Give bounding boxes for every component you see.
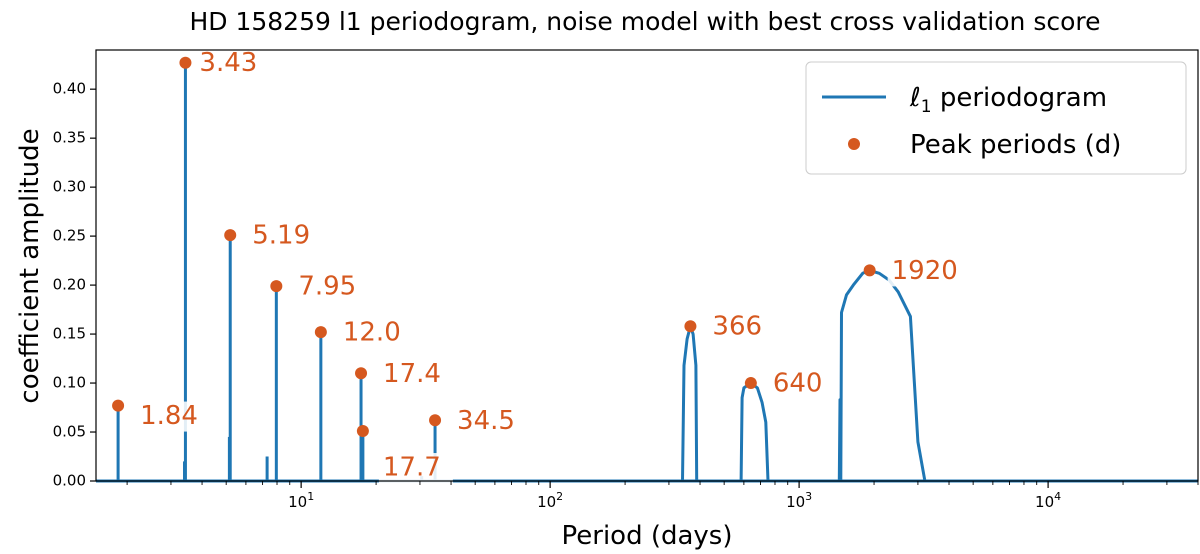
y-tick-label-2: 0.10 bbox=[53, 374, 86, 392]
peak-label-background-10 bbox=[887, 256, 962, 287]
y-tick-label-8: 0.40 bbox=[53, 80, 86, 98]
periodogram-curve-2 bbox=[837, 268, 927, 483]
peak-marker-3 bbox=[270, 280, 283, 293]
peak-label-7: 34.5 bbox=[457, 406, 515, 436]
peak-marker-7 bbox=[429, 414, 442, 427]
legend: ℓ1 periodogram Peak periods (d) bbox=[805, 61, 1187, 175]
legend-periodogram-rest: periodogram bbox=[932, 83, 1107, 113]
peak-label-8: 366 bbox=[712, 312, 762, 342]
axes-frame bbox=[95, 49, 1199, 482]
y-tick-label-3: 0.15 bbox=[53, 325, 86, 343]
legend-peak-marker bbox=[848, 138, 860, 150]
x-tick-exponent-0: 1 bbox=[307, 490, 314, 503]
y-tick-label-6: 0.30 bbox=[53, 178, 86, 196]
y-axis-label: coefficient amplitude bbox=[15, 128, 45, 403]
peak-marker-0 bbox=[112, 399, 125, 412]
x-tick-base-3: 10 bbox=[1035, 493, 1054, 511]
periodogram-curve-0 bbox=[681, 324, 699, 482]
peak-label-background-0 bbox=[136, 401, 211, 432]
peak-label-background-7 bbox=[453, 406, 528, 437]
peak-label-background-2 bbox=[248, 221, 323, 252]
peak-marker-10 bbox=[863, 264, 876, 277]
x-tick-base-0: 10 bbox=[288, 493, 307, 511]
peak-marker-8 bbox=[684, 320, 697, 333]
peak-marker-5 bbox=[355, 367, 368, 380]
peak-label-1: 3.43 bbox=[199, 48, 257, 78]
legend-periodogram-label: ℓ1 periodogram bbox=[909, 83, 1107, 117]
legend-box bbox=[805, 61, 1187, 175]
x-tick-exponent-2: 3 bbox=[805, 490, 812, 503]
x-tick-exponent-1: 2 bbox=[556, 490, 563, 503]
peak-label-background-3 bbox=[294, 272, 369, 303]
y-tick-label-7: 0.35 bbox=[53, 129, 86, 147]
legend-ell-symbol: ℓ bbox=[909, 83, 921, 113]
x-tick-base-2: 10 bbox=[786, 493, 805, 511]
x-tick-base-1: 10 bbox=[537, 493, 556, 511]
peak-label-background-5 bbox=[379, 359, 454, 390]
peak-label-4: 12.0 bbox=[343, 318, 401, 348]
x-tick-label-1: 102 bbox=[537, 490, 563, 511]
peak-label-2: 5.19 bbox=[252, 221, 310, 251]
legend-peaks-label: Peak periods (d) bbox=[910, 130, 1121, 160]
y-axis-ticks: 0.00 0.05 0.10 0.15 0.20 0.25 0.30 0.35 0.40 bbox=[53, 80, 96, 490]
peak-label-6: 17.7 bbox=[383, 453, 441, 483]
peak-label-0: 1.84 bbox=[140, 401, 198, 431]
x-tick-label-3: 104 bbox=[1035, 490, 1061, 511]
y-tick-label-1: 0.05 bbox=[53, 423, 86, 441]
peak-label-background-6 bbox=[378, 453, 453, 484]
x-tick-label-0: 101 bbox=[288, 490, 314, 511]
peak-label-background-4 bbox=[338, 318, 413, 349]
peak-label-3: 7.95 bbox=[298, 272, 356, 302]
peak-label-background-9 bbox=[768, 369, 827, 400]
x-axis-label: Period (days) bbox=[562, 521, 733, 551]
peak-label-5: 17.4 bbox=[383, 359, 441, 389]
y-tick-label-0: 0.00 bbox=[53, 472, 86, 490]
periodogram-curve-1 bbox=[739, 381, 770, 482]
chart-title: HD 158259 l1 periodogram, noise model wi… bbox=[189, 7, 1100, 36]
peak-marker-6 bbox=[356, 425, 369, 438]
y-tick-label-4: 0.20 bbox=[53, 276, 86, 294]
peak-marker-1 bbox=[179, 56, 192, 69]
peak-label-background-8 bbox=[708, 312, 766, 343]
x-axis-ticks: 101 102 103 104 bbox=[126, 481, 1199, 511]
y-tick-label-5: 0.25 bbox=[53, 227, 86, 245]
peak-label-9: 640 bbox=[773, 369, 823, 399]
plot-area: 1.84 3.43 5.19 7.95 12.0 17.4 17.7 34.5 366 640 19… bbox=[96, 48, 1198, 484]
peak-label-background-1 bbox=[195, 48, 270, 79]
x-tick-label-2: 103 bbox=[786, 490, 812, 511]
peak-marker-2 bbox=[224, 229, 237, 242]
peak-marker-4 bbox=[314, 326, 327, 339]
peak-label-10: 1920 bbox=[892, 256, 958, 286]
x-tick-exponent-3: 4 bbox=[1054, 490, 1061, 503]
legend-ell-subscript: 1 bbox=[921, 97, 932, 117]
peak-marker-9 bbox=[744, 377, 757, 390]
